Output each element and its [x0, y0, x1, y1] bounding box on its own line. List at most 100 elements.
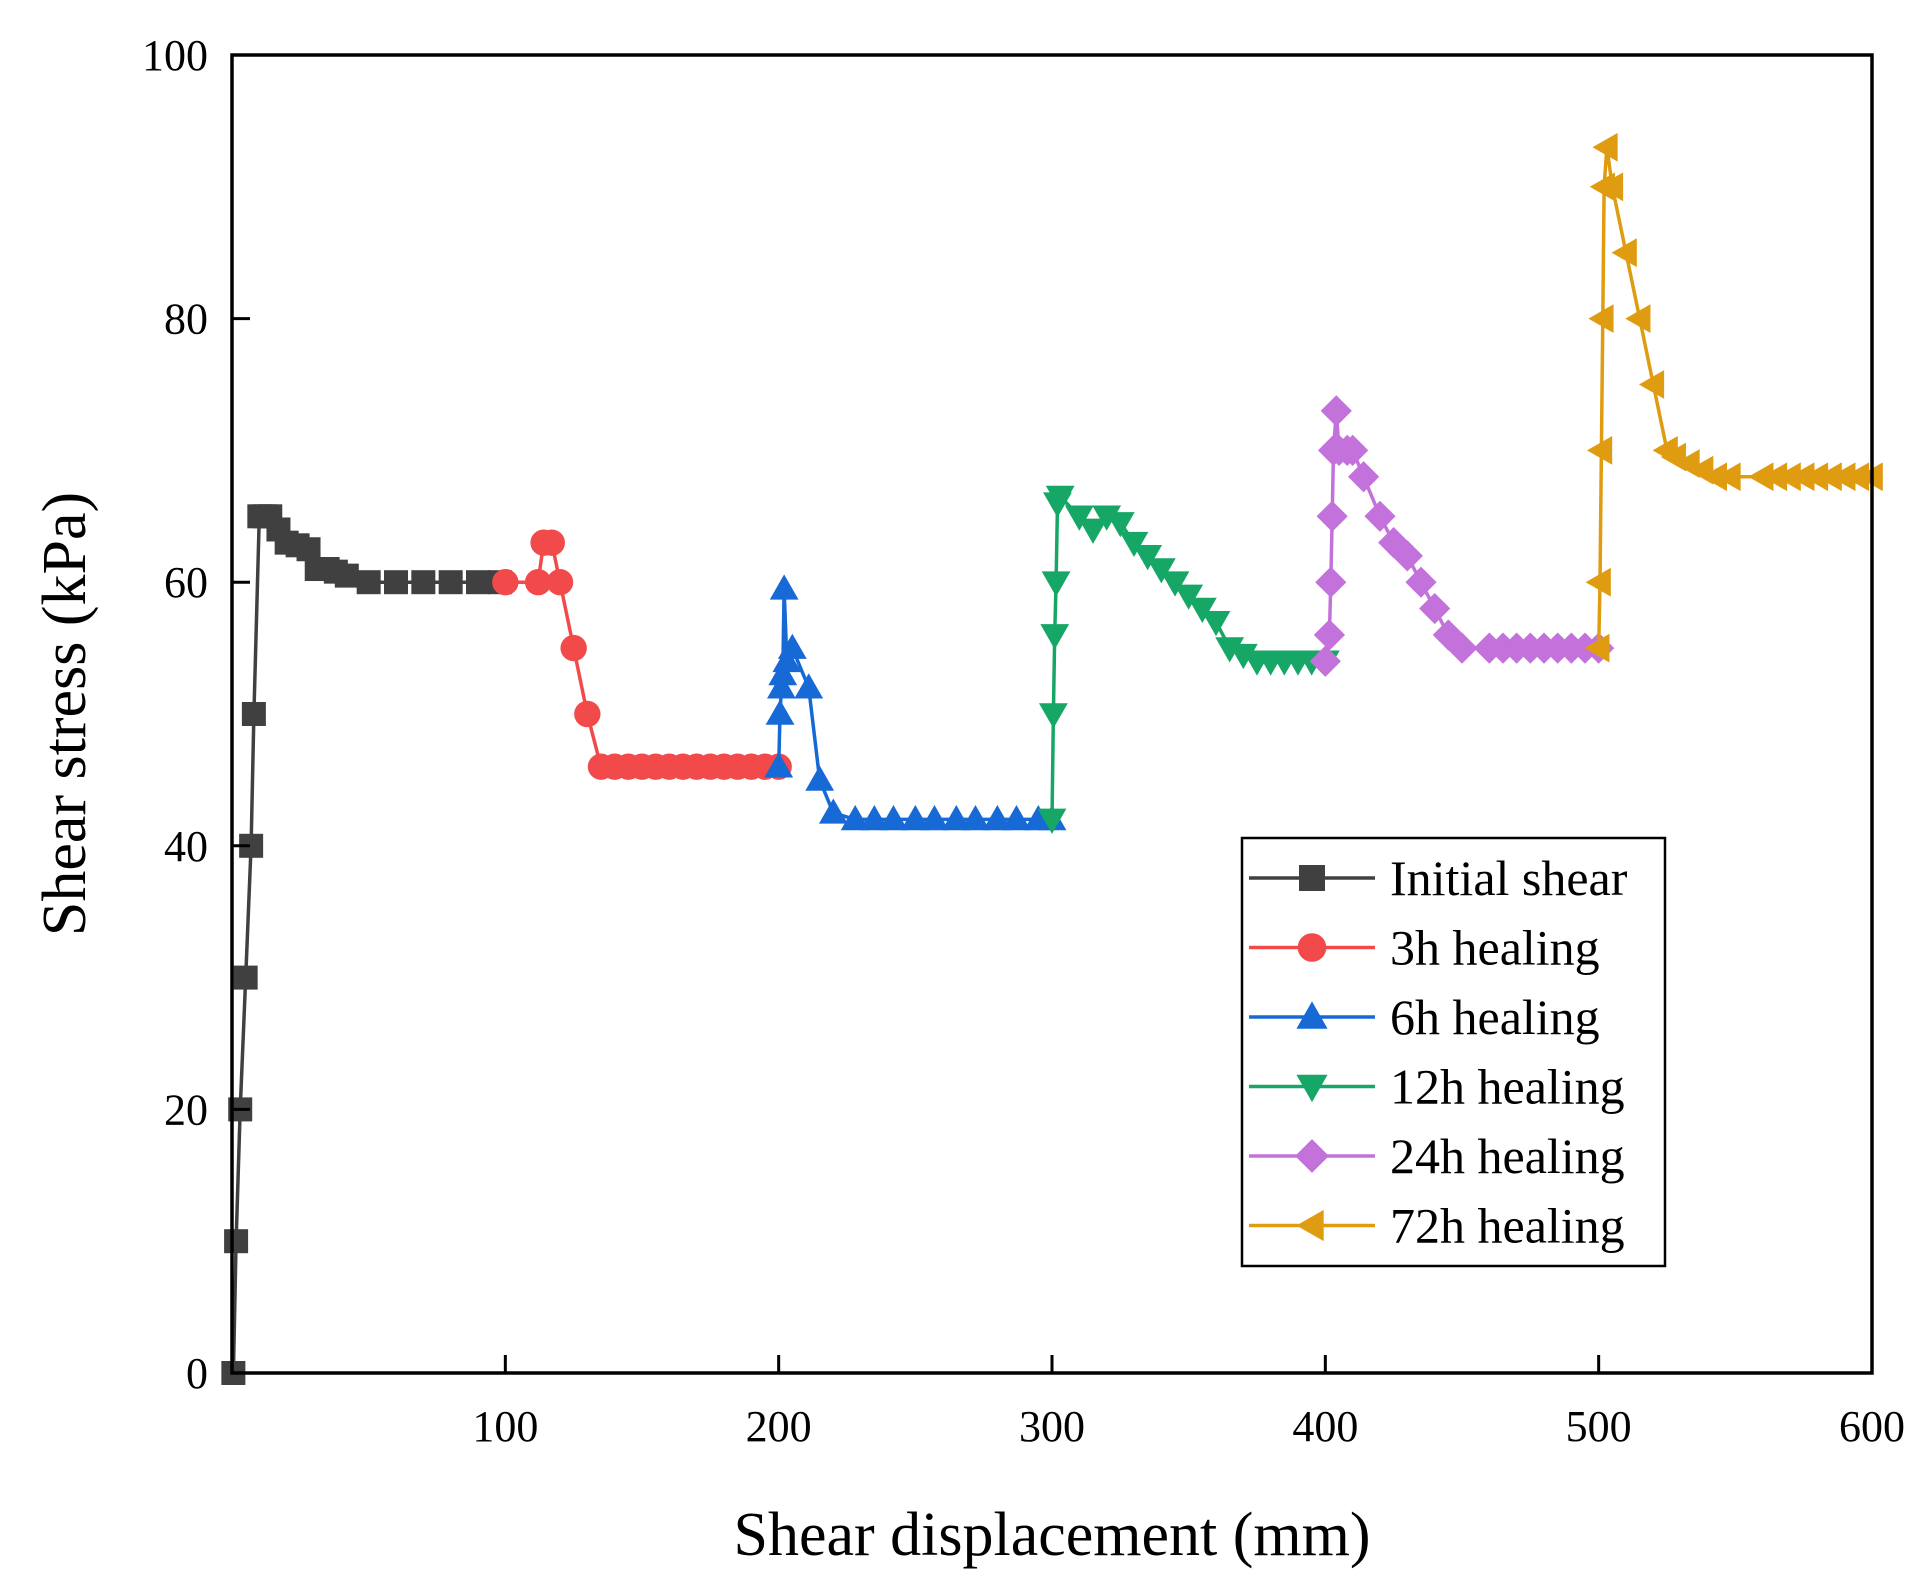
data-point-5-16: [1748, 462, 1774, 492]
data-point-5-22: [1830, 462, 1856, 492]
y-tick-label-4: 80: [164, 295, 208, 344]
data-point-2-17: [982, 805, 1012, 831]
data-point-5-1: [1585, 567, 1611, 597]
legend-label-1: 3h healing: [1390, 920, 1600, 976]
data-point-2-8: [805, 765, 835, 791]
x-tick-label-5: 600: [1839, 1402, 1905, 1451]
data-point-0-5: [241, 702, 266, 726]
data-point-1-0: [492, 569, 519, 596]
data-point-1-5: [560, 634, 587, 662]
series-4: [1309, 395, 1615, 677]
data-point-3-5: [1045, 485, 1075, 511]
data-point-5-5: [1592, 132, 1618, 162]
data-point-0-16: [334, 563, 359, 588]
data-point-5-9: [1638, 370, 1665, 399]
data-point-5-23: [1843, 462, 1870, 492]
data-point-3-8: [1092, 505, 1122, 531]
series-5: [1584, 132, 1883, 663]
data-point-4-13: [1405, 566, 1437, 598]
data-point-2-11: [859, 805, 889, 831]
legend-label-4: 24h healing: [1390, 1128, 1625, 1184]
data-point-2-0: [764, 752, 794, 778]
series-1: [492, 529, 792, 780]
legend-marker-2: [1296, 1001, 1328, 1029]
series-3: [1037, 485, 1340, 834]
data-point-3-14: [1174, 584, 1204, 610]
data-point-2-2: [767, 673, 796, 699]
data-point-5-6: [1597, 172, 1624, 202]
data-point-2-7: [794, 673, 824, 699]
data-point-5-21: [1816, 462, 1842, 492]
data-point-5-8: [1625, 304, 1651, 333]
legend-label-2: 6h healing: [1390, 989, 1600, 1045]
y-tick-label-5: 100: [142, 31, 208, 80]
y-tick-label-3: 60: [164, 558, 208, 607]
data-point-5-20: [1802, 462, 1829, 492]
data-point-4-8: [1337, 434, 1369, 466]
legend-marker-0: [1299, 865, 1325, 891]
data-point-4-0: [1309, 645, 1341, 677]
axes-layer: 100 200 300 400 500 600 0 20 40 60 80 100 Shear disp…: [31, 31, 1905, 1569]
data-point-0-3: [233, 965, 258, 990]
data-point-3-11: [1133, 545, 1163, 571]
data-point-4-9: [1348, 461, 1380, 493]
legend-marker-3: [1296, 1074, 1328, 1103]
data-point-5-0: [1584, 633, 1610, 663]
legend-label-0: Initial shear: [1390, 850, 1628, 906]
data-point-2-10: [840, 805, 870, 831]
data-point-0-21: [466, 570, 490, 595]
y-axis-title: Shear stress (kPa): [31, 492, 99, 936]
data-point-3-18: [1228, 643, 1258, 670]
data-point-1-1: [524, 569, 552, 596]
data-point-2-16: [961, 805, 990, 831]
data-point-3-13: [1160, 571, 1190, 597]
data-point-2-6: [777, 633, 807, 659]
data-point-2-4: [769, 574, 799, 600]
data-point-3-16: [1201, 610, 1231, 637]
series-line-5: [1596, 145, 1872, 649]
data-point-4-11: [1378, 527, 1410, 559]
y-tick-label-0: 0: [186, 1349, 208, 1398]
data-point-3-15: [1187, 597, 1217, 623]
data-point-5-17: [1761, 462, 1788, 492]
series-2: [764, 574, 1067, 831]
data-point-1-6: [574, 700, 601, 728]
data-point-2-14: [920, 805, 949, 831]
data-point-3-3: [1041, 571, 1071, 597]
x-tick-label-1: 200: [746, 1402, 812, 1451]
data-point-5-14: [1701, 462, 1727, 492]
data-point-5-19: [1789, 462, 1815, 492]
x-axis-title: Shear displacement (mm): [733, 1501, 1370, 1569]
data-point-3-1: [1038, 703, 1068, 729]
data-point-2-3: [768, 660, 798, 686]
data-point-4-5: [1320, 395, 1352, 427]
data-point-0-17: [356, 570, 381, 595]
x-tick-label-0: 100: [472, 1402, 538, 1451]
legend-box: [1240, 836, 1667, 1268]
data-point-5-3: [1588, 304, 1614, 333]
data-point-3-10: [1119, 531, 1149, 558]
series-0: [221, 504, 512, 1385]
series-layer: [221, 132, 1883, 1385]
y-tick-label-1: 20: [164, 1085, 208, 1134]
data-point-2-18: [1002, 805, 1031, 831]
data-point-2-15: [941, 805, 971, 831]
data-point-1-4: [546, 569, 574, 596]
data-point-4-2: [1315, 566, 1347, 598]
data-point-3-12: [1146, 558, 1176, 584]
data-point-0-20: [438, 570, 463, 595]
data-point-4-14: [1419, 592, 1451, 625]
data-point-3-0: [1037, 808, 1067, 834]
data-point-3-6: [1064, 505, 1094, 531]
data-point-0-18: [384, 570, 408, 595]
data-point-2-12: [879, 805, 908, 831]
legend-marker-4: [1295, 1139, 1329, 1173]
data-point-2-9: [818, 798, 848, 824]
x-tick-label-4: 500: [1566, 1402, 1632, 1451]
data-point-3-17: [1215, 637, 1245, 663]
data-point-2-5: [772, 646, 802, 673]
data-point-4-10: [1364, 500, 1396, 532]
data-point-3-9: [1105, 512, 1135, 538]
